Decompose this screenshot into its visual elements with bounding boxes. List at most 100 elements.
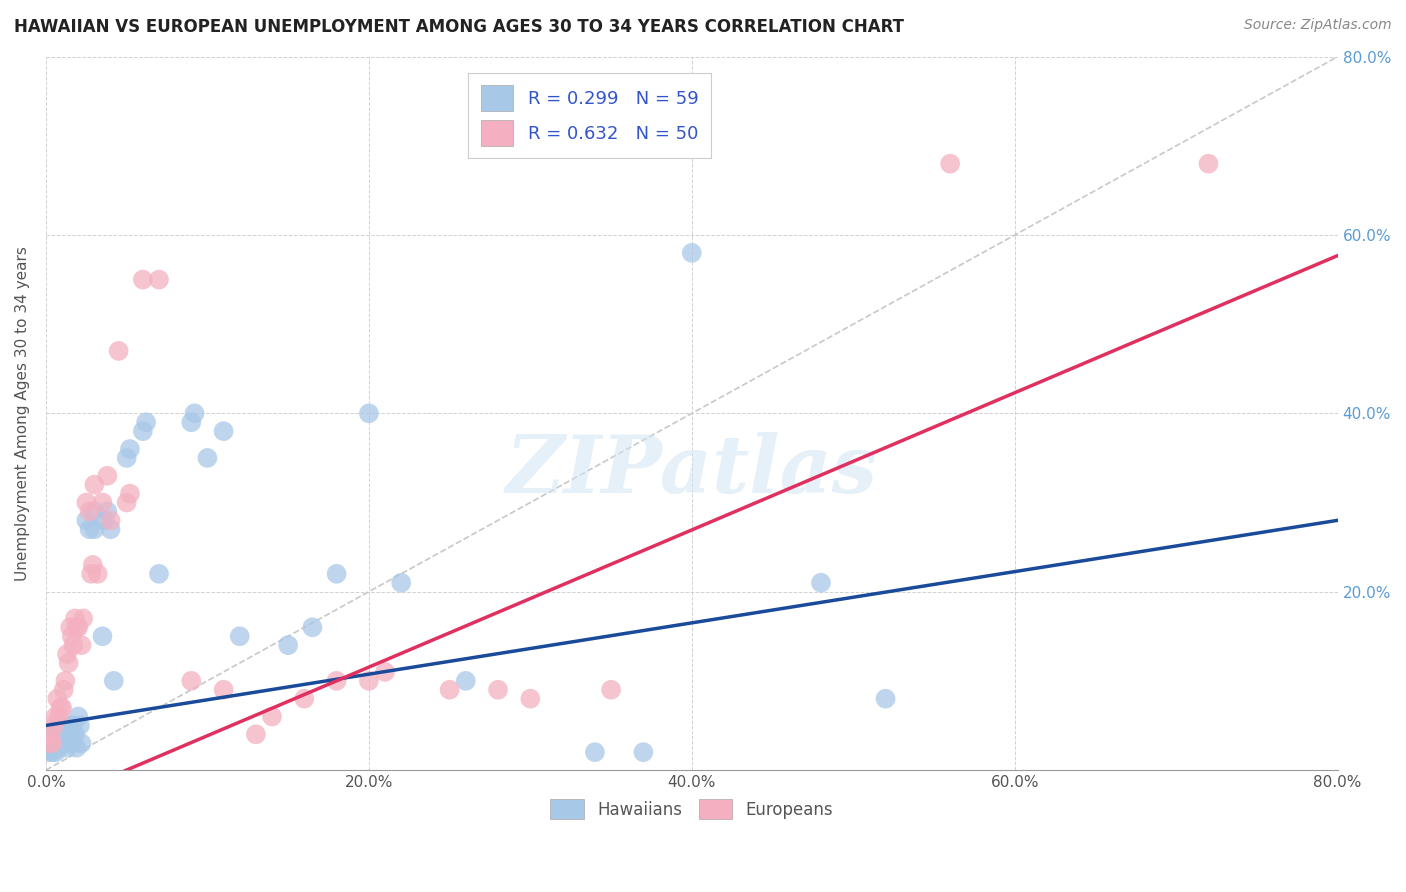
Text: Source: ZipAtlas.com: Source: ZipAtlas.com bbox=[1244, 18, 1392, 32]
Point bbox=[52, 727, 75, 741]
Point bbox=[91, 629, 114, 643]
Point bbox=[66, 620, 89, 634]
Point bbox=[600, 682, 623, 697]
Point bbox=[83, 522, 105, 536]
Point bbox=[939, 156, 962, 170]
Point bbox=[46, 727, 69, 741]
Point bbox=[118, 442, 141, 456]
Point bbox=[115, 450, 138, 465]
Point bbox=[325, 673, 347, 688]
Point bbox=[389, 575, 412, 590]
Point bbox=[96, 468, 118, 483]
Point bbox=[519, 691, 541, 706]
Point bbox=[48, 709, 70, 723]
Point bbox=[51, 736, 73, 750]
Point bbox=[277, 638, 299, 652]
Point bbox=[107, 343, 129, 358]
Point bbox=[63, 727, 86, 741]
Point bbox=[301, 620, 323, 634]
Point bbox=[82, 558, 104, 572]
Legend: Hawaiians, Europeans: Hawaiians, Europeans bbox=[544, 792, 839, 826]
Y-axis label: Unemployment Among Ages 30 to 34 years: Unemployment Among Ages 30 to 34 years bbox=[15, 246, 30, 581]
Point bbox=[180, 415, 202, 429]
Point bbox=[148, 272, 170, 286]
Point bbox=[681, 245, 703, 260]
Point bbox=[59, 620, 82, 634]
Point bbox=[46, 736, 69, 750]
Point bbox=[56, 740, 79, 755]
Point bbox=[52, 682, 75, 697]
Point bbox=[67, 709, 90, 723]
Point bbox=[148, 566, 170, 581]
Point bbox=[49, 736, 72, 750]
Point bbox=[115, 495, 138, 509]
Point bbox=[132, 272, 155, 286]
Text: HAWAIIAN VS EUROPEAN UNEMPLOYMENT AMONG AGES 30 TO 34 YEARS CORRELATION CHART: HAWAIIAN VS EUROPEAN UNEMPLOYMENT AMONG … bbox=[14, 18, 904, 36]
Point bbox=[39, 727, 62, 741]
Point bbox=[38, 736, 60, 750]
Point bbox=[53, 673, 76, 688]
Point bbox=[103, 673, 125, 688]
Point bbox=[96, 504, 118, 518]
Point bbox=[51, 700, 73, 714]
Point bbox=[86, 566, 108, 581]
Point bbox=[91, 495, 114, 509]
Point bbox=[292, 691, 315, 706]
Point bbox=[58, 656, 80, 670]
Point bbox=[183, 406, 205, 420]
Point bbox=[63, 611, 86, 625]
Point bbox=[60, 727, 83, 741]
Point bbox=[83, 477, 105, 491]
Point bbox=[45, 736, 67, 750]
Point bbox=[42, 718, 65, 732]
Point bbox=[49, 700, 72, 714]
Point bbox=[53, 731, 76, 746]
Point bbox=[70, 736, 93, 750]
Point bbox=[135, 415, 157, 429]
Point bbox=[41, 745, 63, 759]
Point bbox=[118, 486, 141, 500]
Point bbox=[59, 718, 82, 732]
Point bbox=[69, 718, 91, 732]
Point bbox=[180, 673, 202, 688]
Point bbox=[454, 673, 477, 688]
Point bbox=[132, 424, 155, 438]
Point bbox=[212, 682, 235, 697]
Point bbox=[42, 740, 65, 755]
Point bbox=[439, 682, 461, 697]
Point bbox=[42, 727, 65, 741]
Point bbox=[100, 513, 122, 527]
Point bbox=[51, 727, 73, 741]
Point bbox=[60, 629, 83, 643]
Point bbox=[56, 647, 79, 661]
Text: ZIPatlas: ZIPatlas bbox=[506, 432, 877, 509]
Point bbox=[875, 691, 897, 706]
Point bbox=[79, 504, 101, 518]
Point bbox=[197, 450, 219, 465]
Point bbox=[70, 638, 93, 652]
Point bbox=[39, 736, 62, 750]
Point bbox=[93, 513, 115, 527]
Point bbox=[75, 495, 97, 509]
Point bbox=[62, 718, 84, 732]
Point bbox=[260, 709, 283, 723]
Point bbox=[48, 740, 70, 755]
Point bbox=[41, 736, 63, 750]
Point bbox=[228, 629, 250, 643]
Point bbox=[83, 504, 105, 518]
Point bbox=[75, 513, 97, 527]
Point bbox=[357, 406, 380, 420]
Point bbox=[100, 522, 122, 536]
Point bbox=[38, 745, 60, 759]
Point bbox=[67, 620, 90, 634]
Point bbox=[810, 575, 832, 590]
Point bbox=[1198, 156, 1220, 170]
Point bbox=[60, 736, 83, 750]
Point bbox=[486, 682, 509, 697]
Point bbox=[245, 727, 267, 741]
Point bbox=[58, 727, 80, 741]
Point bbox=[357, 673, 380, 688]
Point bbox=[633, 745, 655, 759]
Point bbox=[45, 709, 67, 723]
Point bbox=[72, 611, 94, 625]
